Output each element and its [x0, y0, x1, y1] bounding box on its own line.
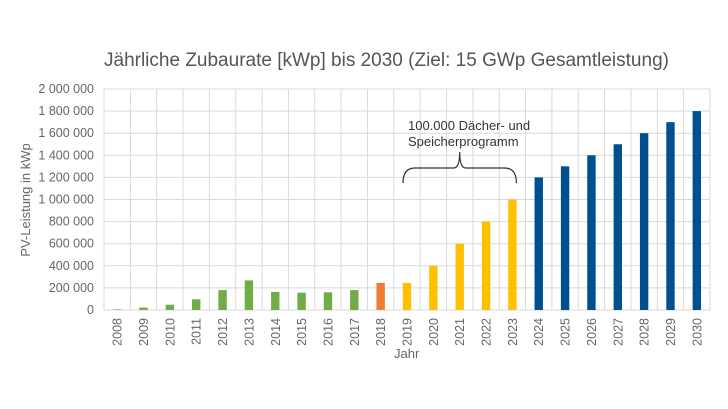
y-tick-label: 1 800 000 — [38, 104, 94, 118]
bar-2012 — [218, 290, 227, 310]
bars — [112, 111, 702, 311]
y-axis-label: PV-Leistung in kWp — [18, 143, 33, 256]
bar-2024 — [534, 177, 543, 310]
y-tick-label: 1 200 000 — [38, 170, 94, 184]
bar-2018 — [376, 282, 385, 310]
x-tick-label: 2022 — [480, 318, 494, 346]
x-tick-label: 2012 — [216, 318, 230, 346]
x-tick-label: 2028 — [638, 318, 652, 346]
x-tick-label: 2010 — [163, 318, 177, 346]
x-tick-label: 2017 — [348, 318, 362, 346]
y-axis-ticks: 0 200 000 400 000 600 000 800 000 1 000 000 1 … — [38, 82, 94, 317]
chart-title: Jährliche Zubaurate [kWp] bis 2030 (Ziel… — [104, 50, 669, 71]
y-tick-label: 1 000 000 — [38, 193, 94, 207]
bar-2019 — [402, 282, 412, 310]
curly-brace — [402, 151, 517, 184]
bar-2022 — [481, 221, 491, 310]
bar-2021 — [455, 243, 464, 310]
y-tick-label: 2 000 000 — [38, 82, 94, 96]
bar-2023 — [508, 199, 517, 310]
bar-2017 — [350, 290, 359, 310]
y-tick-label: 0 — [87, 303, 94, 317]
x-tick-label: 2021 — [453, 318, 467, 346]
bar-2009 — [139, 307, 148, 310]
bar-2026 — [587, 155, 596, 310]
y-tick-label: 600 000 — [49, 237, 94, 251]
x-tick-label: 2029 — [664, 318, 678, 346]
x-tick-label: 2018 — [374, 318, 388, 346]
bar-2027 — [613, 144, 622, 310]
x-tick-label: 2026 — [585, 318, 599, 346]
x-tick-label: 2013 — [242, 318, 256, 346]
x-tick-label: 2027 — [611, 318, 625, 346]
bar-2028 — [639, 133, 649, 310]
x-axis-label: Jahr — [394, 346, 420, 361]
bar-2015 — [297, 292, 306, 310]
bar-2016 — [323, 292, 333, 310]
x-tick-label: 2015 — [295, 318, 309, 346]
x-tick-label: 2019 — [401, 318, 415, 346]
bar-2030 — [692, 111, 702, 310]
gridlines — [103, 88, 711, 311]
y-tick-label: 400 000 — [49, 259, 94, 273]
bar-2011 — [192, 299, 201, 310]
bar-2020 — [429, 265, 438, 310]
x-tick-label: 2008 — [111, 318, 125, 346]
y-tick-label: 800 000 — [49, 215, 94, 229]
x-tick-label: 2024 — [532, 318, 546, 346]
bar-2014 — [271, 291, 280, 310]
x-axis-ticks: 2008 2009 2010 2011 2012 2013 2014 2015 2016 2017… — [111, 318, 705, 346]
bar-2008 — [112, 308, 122, 310]
bar-2029 — [666, 122, 675, 311]
x-tick-label: 2014 — [269, 318, 283, 346]
y-tick-label: 200 000 — [49, 281, 94, 295]
bar-2013 — [244, 280, 254, 310]
x-tick-label: 2030 — [690, 318, 704, 346]
annotation-text: Speicherprogramm — [408, 134, 519, 149]
x-tick-label: 2025 — [559, 318, 573, 346]
x-tick-label: 2020 — [427, 318, 441, 346]
x-tick-label: 2016 — [321, 318, 335, 346]
x-tick-label: 2023 — [506, 318, 520, 346]
bar-2010 — [165, 304, 175, 310]
y-tick-label: 1 600 000 — [38, 126, 94, 140]
bar-2025 — [560, 166, 570, 310]
y-tick-label: 1 400 000 — [38, 148, 94, 162]
annotation-text: 100.000 Dächer- und — [408, 118, 530, 133]
x-tick-label: 2009 — [137, 318, 151, 346]
x-tick-label: 2011 — [190, 318, 204, 345]
